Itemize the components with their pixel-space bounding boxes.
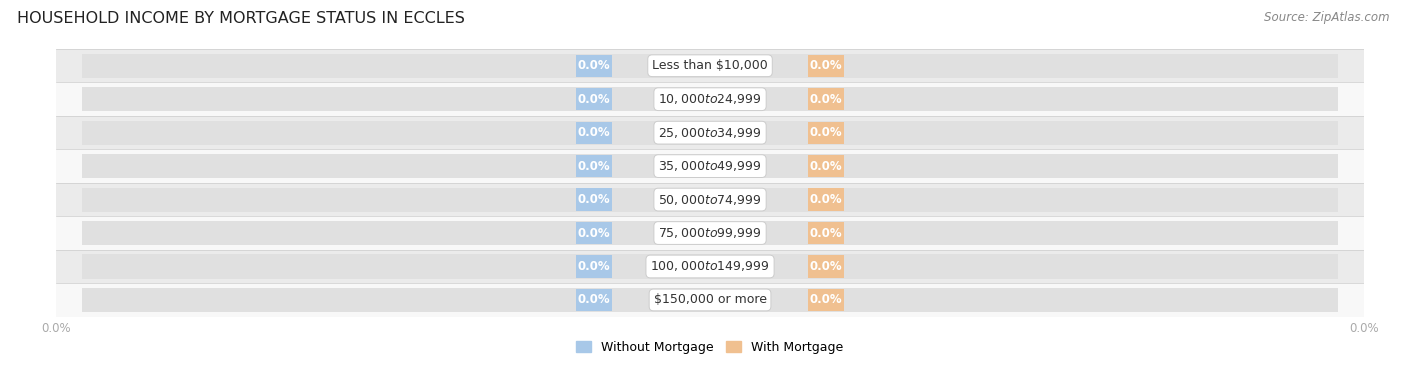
Legend: Without Mortgage, With Mortgage: Without Mortgage, With Mortgage [571,336,849,359]
Text: 0.0%: 0.0% [810,293,842,307]
Text: 0.0%: 0.0% [810,159,842,173]
Bar [56,250,1364,283]
Bar [83,288,1337,312]
Bar [576,88,612,110]
Bar [56,216,1364,250]
Bar [808,155,844,177]
Text: $35,000 to $49,999: $35,000 to $49,999 [658,159,762,173]
Bar [576,222,612,244]
Text: Less than $10,000: Less than $10,000 [652,59,768,72]
Bar [83,154,1337,178]
Text: 0.0%: 0.0% [810,193,842,206]
Bar [808,222,844,244]
Text: $50,000 to $74,999: $50,000 to $74,999 [658,193,762,207]
Text: 0.0%: 0.0% [810,126,842,139]
Bar [83,87,1337,111]
Text: 0.0%: 0.0% [810,59,842,72]
Text: 0.0%: 0.0% [810,260,842,273]
Bar [576,121,612,144]
Bar [83,254,1337,279]
Bar [83,54,1337,78]
Bar [83,221,1337,245]
Text: 0.0%: 0.0% [578,260,610,273]
Text: 0.0%: 0.0% [578,93,610,106]
Text: 0.0%: 0.0% [578,227,610,239]
Bar [56,49,1364,83]
Text: HOUSEHOLD INCOME BY MORTGAGE STATUS IN ECCLES: HOUSEHOLD INCOME BY MORTGAGE STATUS IN E… [17,11,465,26]
Bar [576,255,612,277]
Bar [576,155,612,177]
Text: $25,000 to $34,999: $25,000 to $34,999 [658,126,762,139]
Bar [56,183,1364,216]
Text: $75,000 to $99,999: $75,000 to $99,999 [658,226,762,240]
Bar [83,187,1337,211]
Text: 0.0%: 0.0% [578,159,610,173]
Text: Source: ZipAtlas.com: Source: ZipAtlas.com [1264,11,1389,24]
Bar [83,121,1337,145]
Bar [808,289,844,311]
Bar [808,255,844,277]
Bar [576,289,612,311]
Bar [56,149,1364,183]
Text: 0.0%: 0.0% [578,293,610,307]
Bar [808,121,844,144]
Bar [576,55,612,77]
Text: 0.0%: 0.0% [578,193,610,206]
Bar [808,55,844,77]
Bar [56,83,1364,116]
Bar [576,188,612,211]
Text: 0.0%: 0.0% [810,93,842,106]
Bar [808,188,844,211]
Text: $150,000 or more: $150,000 or more [654,293,766,307]
Text: 0.0%: 0.0% [810,227,842,239]
Text: 0.0%: 0.0% [578,126,610,139]
Bar [56,116,1364,149]
Bar [56,283,1364,317]
Text: $100,000 to $149,999: $100,000 to $149,999 [651,259,769,273]
Bar [808,88,844,110]
Text: 0.0%: 0.0% [578,59,610,72]
Text: $10,000 to $24,999: $10,000 to $24,999 [658,92,762,106]
